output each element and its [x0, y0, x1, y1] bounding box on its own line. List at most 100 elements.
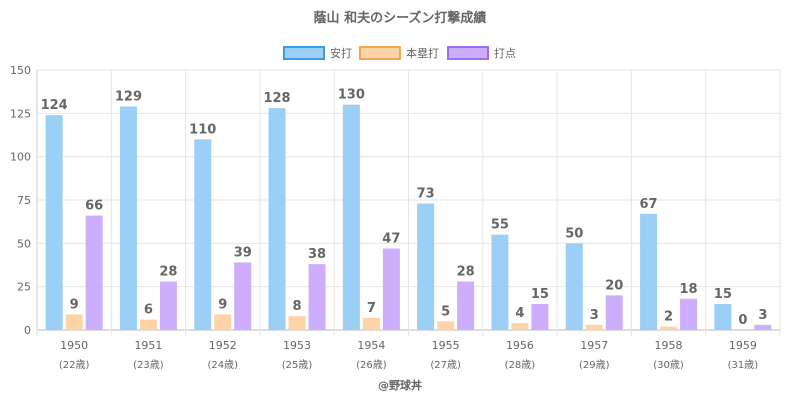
- x-tick-sublabel: (24歳): [207, 359, 238, 371]
- data-label: 9: [218, 297, 227, 312]
- bar-本塁打-1956[interactable]: [511, 323, 529, 330]
- data-label: 39: [234, 245, 252, 260]
- bar-打点-1952[interactable]: [234, 262, 252, 330]
- bar-打点-1950[interactable]: [85, 215, 103, 330]
- bar-安打-1951[interactable]: [119, 106, 137, 331]
- data-label: 28: [159, 264, 177, 279]
- legend-label: 安打: [330, 46, 352, 60]
- bar-打点-1957[interactable]: [605, 295, 623, 330]
- bar-安打-1952[interactable]: [194, 139, 212, 330]
- x-tick-label: 1956: [506, 339, 534, 352]
- x-tick-sublabel: (30歳): [653, 359, 684, 371]
- bar-打点-1959[interactable]: [754, 324, 772, 330]
- data-label: 15: [531, 287, 549, 302]
- bar-本塁打-1957[interactable]: [585, 324, 603, 330]
- data-label: 66: [85, 199, 103, 214]
- legend-label: 本塁打: [406, 46, 439, 60]
- bar-打点-1956[interactable]: [531, 304, 549, 330]
- x-tick-sublabel: (31歳): [728, 359, 759, 371]
- y-tick-label: 25: [17, 281, 31, 294]
- data-label: 20: [605, 278, 623, 293]
- bar-打点-1951[interactable]: [159, 281, 177, 330]
- x-axis: 1950 (22歳) 1951 (23歳) 1952 (24歳) 1953 (25歳) 1954…: [59, 339, 758, 371]
- bar-安打-1955[interactable]: [417, 203, 435, 330]
- x-tick-label: 1959: [729, 339, 757, 352]
- data-label: 3: [590, 308, 599, 323]
- data-labels: 124 9 66 129 6 28 110 9 39 128 8 38 130 7 47 73 5 28 55 4 15…: [41, 88, 768, 328]
- bar-本塁打-1951[interactable]: [139, 319, 157, 330]
- legend: 安打 本塁打 打点: [283, 46, 516, 60]
- bar-安打-1953[interactable]: [268, 108, 286, 330]
- data-label: 6: [144, 303, 153, 318]
- data-label: 3: [758, 308, 767, 323]
- x-tick-label: 1952: [209, 339, 237, 352]
- x-tick-sublabel: (23歳): [133, 359, 164, 371]
- bar-安打-1959[interactable]: [714, 304, 732, 330]
- data-label: 7: [367, 301, 376, 316]
- legend-swatch: [447, 46, 489, 60]
- data-label: 128: [263, 91, 290, 106]
- bar-打点-1953[interactable]: [308, 264, 326, 330]
- data-label: 18: [680, 282, 698, 297]
- legend-item-2[interactable]: 本塁打: [359, 46, 439, 60]
- x-tick-label: 1957: [580, 339, 608, 352]
- data-label: 47: [382, 232, 400, 247]
- data-label: 0: [738, 313, 747, 328]
- data-label: 15: [714, 287, 732, 302]
- legend-swatch: [359, 46, 401, 60]
- data-label: 50: [565, 226, 583, 241]
- x-tick-sublabel: (27歳): [430, 359, 461, 371]
- credit-text: @野球丼: [378, 378, 422, 392]
- legend-item-1[interactable]: 安打: [283, 46, 352, 60]
- data-label: 9: [70, 297, 79, 312]
- x-tick-label: 1955: [432, 339, 460, 352]
- bar-本塁打-1954[interactable]: [362, 317, 380, 330]
- x-tick-sublabel: (29歳): [579, 359, 610, 371]
- y-tick-label: 100: [10, 151, 31, 164]
- bar-安打-1958[interactable]: [640, 213, 658, 330]
- y-tick-label: 75: [17, 194, 31, 207]
- x-tick-label: 1950: [60, 339, 88, 352]
- chart-title: 蔭山 和夫のシーズン打撃成績: [314, 10, 487, 26]
- bar-打点-1955[interactable]: [457, 281, 475, 330]
- data-label: 55: [491, 218, 509, 233]
- bar-安打-1957[interactable]: [565, 243, 583, 330]
- bar-本塁打-1952[interactable]: [214, 314, 232, 330]
- bar-安打-1950[interactable]: [45, 115, 63, 330]
- y-axis: 0 25 50 75 100 125 150: [10, 64, 31, 337]
- x-tick-sublabel: (25歳): [282, 359, 313, 371]
- x-tick-label: 1953: [283, 339, 311, 352]
- legend-item-3[interactable]: 打点: [447, 46, 516, 60]
- x-tick-sublabel: (28歳): [505, 359, 536, 371]
- data-label: 5: [441, 304, 450, 319]
- grid: [36, 69, 781, 336]
- bar-本塁打-1955[interactable]: [437, 321, 455, 330]
- data-label: 67: [640, 197, 658, 212]
- legend-swatch: [283, 46, 325, 60]
- bar-本塁打-1958[interactable]: [660, 326, 678, 330]
- y-tick-label: 125: [10, 107, 31, 120]
- bar-打点-1954[interactable]: [382, 248, 400, 330]
- data-label: 73: [417, 186, 435, 201]
- data-label: 28: [457, 264, 475, 279]
- data-label: 8: [293, 299, 302, 314]
- y-tick-label: 50: [17, 237, 31, 250]
- data-label: 38: [308, 247, 326, 262]
- x-tick-label: 1951: [134, 339, 162, 352]
- bars: [45, 104, 772, 331]
- y-tick-label: 150: [10, 64, 31, 77]
- x-tick-label: 1954: [357, 339, 385, 352]
- legend-label: 打点: [494, 46, 516, 60]
- bar-本塁打-1953[interactable]: [288, 316, 306, 330]
- x-tick-label: 1958: [655, 339, 683, 352]
- data-label: 4: [515, 306, 524, 321]
- y-tick-label: 0: [24, 324, 31, 337]
- bar-本塁打-1950[interactable]: [65, 314, 83, 330]
- data-label: 130: [338, 88, 365, 103]
- bar-安打-1956[interactable]: [491, 234, 509, 330]
- bar-安打-1954[interactable]: [342, 104, 360, 331]
- data-label: 124: [41, 98, 68, 113]
- x-tick-sublabel: (22歳): [59, 359, 90, 371]
- bar-打点-1958[interactable]: [680, 298, 698, 330]
